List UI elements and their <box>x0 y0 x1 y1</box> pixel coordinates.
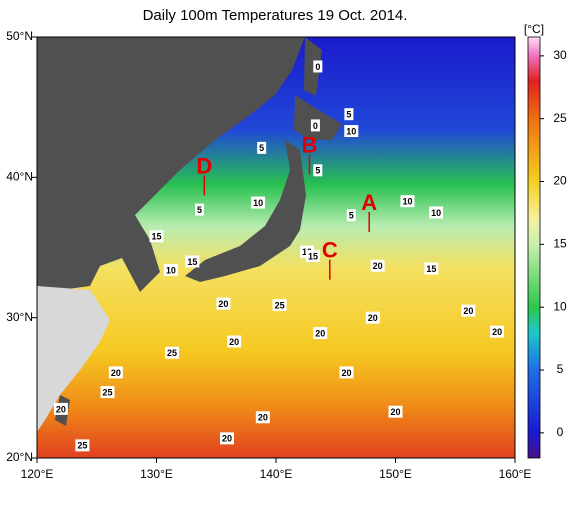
colorbar <box>527 36 541 459</box>
colorbar-tick-label: 0 <box>557 425 564 439</box>
colorbar-tick-label: 30 <box>553 48 567 62</box>
contour-label-box <box>255 411 270 424</box>
contour-label-box <box>251 196 266 209</box>
contour-label: 5 <box>315 166 320 176</box>
lat-tick-label: 20°N <box>6 450 33 464</box>
contour-label-box <box>424 262 439 275</box>
contour-label: 10 <box>431 208 441 218</box>
contour-label-box <box>365 311 380 324</box>
contour-label-box <box>272 299 287 312</box>
colorbar-tick-label: 5 <box>557 362 564 376</box>
contour-label-box <box>220 432 235 445</box>
contour-label-box <box>339 366 354 379</box>
map-area <box>37 37 515 458</box>
contour-label: 10 <box>402 197 412 207</box>
contour-label-box <box>310 119 320 132</box>
contour-label-box <box>257 141 267 154</box>
contour-label-box <box>149 230 164 243</box>
marker-label: C <box>322 238 338 263</box>
contour-label-box <box>108 366 123 379</box>
contour-label: 20 <box>315 328 325 338</box>
contour-label: 5 <box>197 205 202 215</box>
colorbar-tick-label: 10 <box>553 299 567 313</box>
contour-label: 25 <box>275 300 285 310</box>
colorbar-tick-label: 25 <box>553 111 567 125</box>
contour-label-box <box>313 327 328 340</box>
contour-label-box <box>227 335 242 348</box>
lon-tick-label: 150°E <box>379 467 412 481</box>
lon-tick-label: 130°E <box>140 467 173 481</box>
contour-label-box <box>163 263 178 276</box>
contour-label: 0 <box>313 121 318 131</box>
colorbar-unit: [°C] <box>524 22 544 36</box>
contour-label: 15 <box>151 232 161 242</box>
contour-label: 20 <box>111 368 121 378</box>
contour-label-box <box>429 206 444 219</box>
contour-label-box <box>344 108 354 121</box>
title: Daily 100m Temperatures 19 Oct. 2014. <box>143 7 408 24</box>
contour-label-box <box>306 249 321 262</box>
contour-label: 5 <box>259 143 264 153</box>
contour-label: 5 <box>349 211 354 221</box>
contour-label: 25 <box>167 348 177 358</box>
contour-label-box <box>75 439 90 452</box>
contour-label: 20 <box>492 327 502 337</box>
contour-label: 5 <box>346 110 351 120</box>
contour-label: 15 <box>308 251 318 261</box>
contour-label: 10 <box>166 265 176 275</box>
lat-tick-label: 30°N <box>6 310 33 324</box>
contour-label-box <box>313 164 323 177</box>
land <box>304 37 322 96</box>
lat-tick-label: 40°N <box>6 170 33 184</box>
lon-tick-label: 140°E <box>260 467 293 481</box>
contour-label: 20 <box>218 299 228 309</box>
contour-label-box <box>53 402 68 415</box>
colorbar-tick-label: 15 <box>553 237 567 251</box>
contour-label: 20 <box>463 306 473 316</box>
contour-label: 20 <box>229 337 239 347</box>
contour-label-box <box>195 203 205 216</box>
contour-label: 25 <box>77 441 87 451</box>
contour-label-box <box>346 209 356 222</box>
contour-label: 10 <box>253 198 263 208</box>
contour-label: 20 <box>373 261 383 271</box>
contour-label: 25 <box>102 387 112 397</box>
contour-label: 15 <box>187 257 197 267</box>
marker-label: A <box>361 190 377 215</box>
land <box>37 286 110 432</box>
lon-tick-label: 160°E <box>499 467 532 481</box>
contour-label: 20 <box>222 434 232 444</box>
contour-label-box <box>165 346 180 359</box>
contour-label: 20 <box>258 413 268 423</box>
contour-label-box <box>344 125 359 138</box>
colorbar-tick-label: 20 <box>553 174 567 188</box>
contour-label: 20 <box>368 313 378 323</box>
land <box>294 95 342 140</box>
contour-label-box <box>461 304 476 317</box>
contour-label: 15 <box>426 264 436 274</box>
contour-label: 10 <box>346 126 356 136</box>
contour-label: 20 <box>390 407 400 417</box>
contour-label-box <box>388 405 403 418</box>
contour-label: 20 <box>56 404 66 414</box>
contour-label: 0 <box>315 62 320 72</box>
contour-label-box <box>313 60 323 73</box>
contour-label-box <box>490 325 505 338</box>
contour-label-box <box>185 255 200 268</box>
contour-label-box <box>400 195 415 208</box>
marker-label: D <box>196 153 212 178</box>
land <box>37 37 305 292</box>
land <box>185 140 306 282</box>
lon-tick-label: 120°E <box>21 467 54 481</box>
contour-label: 20 <box>341 368 351 378</box>
marker-label: B <box>302 132 318 157</box>
contour-label-box <box>100 386 115 399</box>
lat-tick-label: 50°N <box>6 29 33 43</box>
contour-label-box <box>216 297 231 310</box>
contour-label-box <box>370 259 385 272</box>
